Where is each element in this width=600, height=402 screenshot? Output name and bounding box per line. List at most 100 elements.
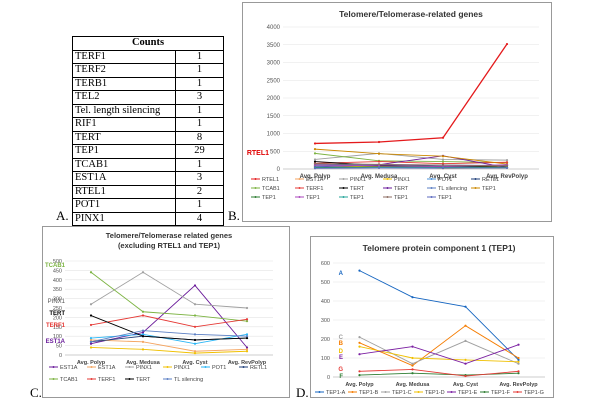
legend-marker: [91, 366, 93, 368]
data-point: [442, 164, 444, 166]
y-tick-label: 1000: [267, 132, 281, 138]
legend-marker: [53, 366, 55, 368]
legend-marker: [475, 178, 477, 180]
y-tick-label: 4000: [267, 25, 281, 31]
legend-entry: PINX1: [136, 365, 152, 371]
y-tick-label: 1500: [267, 114, 281, 120]
data-point: [246, 333, 248, 335]
x-category-label: Avg. RevPolyp: [499, 382, 538, 388]
panel-label-c: C.: [30, 385, 42, 401]
legend-entry: TEP1: [482, 186, 496, 192]
count-cell: 4: [176, 212, 224, 226]
data-point: [358, 346, 360, 348]
data-point: [142, 331, 144, 333]
data-point: [90, 271, 92, 273]
counts-header: Counts: [73, 37, 224, 51]
legend-marker: [431, 196, 433, 198]
gene-name-cell: RIF1: [73, 118, 176, 132]
y-tick-label: 300: [321, 318, 330, 324]
series-annotation: TERT: [49, 311, 65, 317]
legend-entry: RETL1: [250, 365, 267, 371]
series-line-tep1-a: [360, 271, 519, 360]
legend-marker: [129, 366, 131, 368]
data-point: [517, 357, 519, 359]
data-point: [358, 342, 360, 344]
y-tick-label: 0: [327, 375, 330, 381]
legend-entry: EST1A: [60, 365, 78, 371]
count-cell: 1: [176, 118, 224, 132]
data-point: [378, 141, 380, 143]
y-tick-label: 500: [321, 280, 330, 286]
data-point: [246, 335, 248, 337]
data-point: [411, 346, 413, 348]
legend-marker: [129, 378, 131, 380]
legend-marker: [343, 187, 345, 189]
data-point: [142, 314, 144, 316]
data-point: [194, 343, 196, 345]
data-point: [194, 352, 196, 354]
y-tick-label: 2000: [267, 96, 281, 102]
legend-entry: TL silencing: [174, 377, 203, 383]
data-point: [442, 160, 444, 162]
data-point: [358, 336, 360, 338]
gene-name-cell: TEL2: [73, 91, 176, 105]
chart-subtitle: (excluding RTEL1 and TEP1): [118, 241, 221, 250]
data-point: [517, 372, 519, 374]
data-point: [142, 348, 144, 350]
data-point: [246, 346, 248, 348]
data-point: [314, 160, 316, 162]
legend-marker: [91, 378, 93, 380]
series-annotation: TERF1: [46, 323, 66, 329]
data-point: [194, 314, 196, 316]
data-point: [194, 333, 196, 335]
legend-marker: [167, 378, 169, 380]
y-tick-label: 600: [321, 261, 330, 267]
legend-entry: PINX1: [394, 177, 410, 183]
legend-marker: [299, 196, 301, 198]
legend-entry: TEP1: [438, 195, 452, 201]
data-point: [464, 375, 466, 377]
legend-marker: [205, 366, 207, 368]
data-point: [194, 284, 196, 286]
data-point: [314, 148, 316, 150]
y-tick-label: 450: [53, 268, 62, 274]
data-point: [358, 353, 360, 355]
legend-entry: TEP1: [394, 195, 408, 201]
legend-marker: [352, 391, 354, 393]
legend-marker: [484, 391, 486, 393]
legend-entry: TERT: [136, 377, 151, 383]
legend-marker: [255, 196, 257, 198]
data-point: [464, 359, 466, 361]
legend-entry: TERF1: [306, 186, 323, 192]
x-category-label: Avg. Polyp: [345, 382, 374, 388]
legend-entry: TERT: [394, 186, 409, 192]
data-point: [411, 368, 413, 370]
data-point: [378, 167, 380, 169]
data-point: [194, 303, 196, 305]
data-point: [506, 167, 508, 169]
count-cell: 8: [176, 131, 224, 145]
data-point: [464, 340, 466, 342]
data-point: [246, 307, 248, 309]
data-point: [314, 167, 316, 169]
count-cell: 2: [176, 185, 224, 199]
legend-marker: [243, 366, 245, 368]
legend-entry: PINX1: [174, 365, 190, 371]
legend-entry: TCAB1: [262, 186, 280, 192]
data-point: [411, 296, 413, 298]
data-point: [142, 271, 144, 273]
legend-entry: TEP1: [306, 195, 320, 201]
legend-marker: [385, 391, 387, 393]
series-line-rtel1: [315, 44, 507, 143]
legend-entry: RETL1: [482, 177, 499, 183]
chart-title: Telomere/Telomerase-related genes: [339, 9, 483, 19]
y-tick-label: 400: [53, 278, 62, 284]
